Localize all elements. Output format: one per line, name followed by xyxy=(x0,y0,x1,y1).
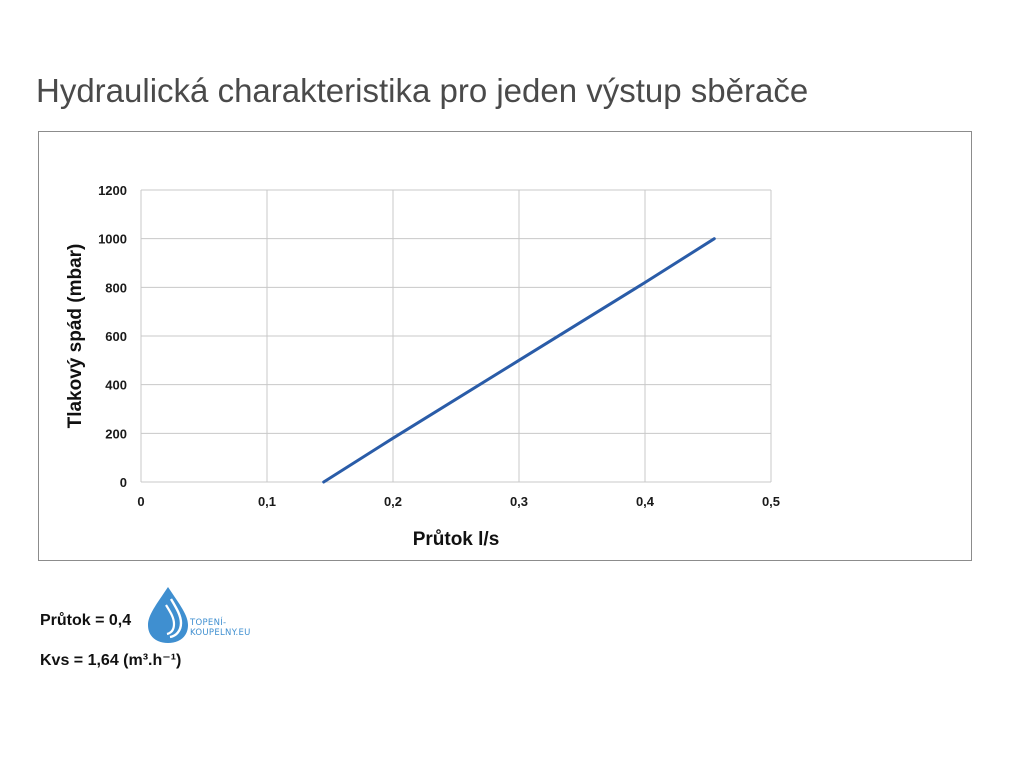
y-tick-label: 1000 xyxy=(98,232,127,247)
x-tick-label: 0 xyxy=(137,494,144,509)
chart: 0 0,1 0,2 0,3 0,4 0,5 0 200 400 600 800 1000 1200 Pr… xyxy=(65,183,780,550)
data-line xyxy=(322,237,716,484)
x-tick-label: 0,4 xyxy=(636,494,655,509)
flow-note: Průtok = 0,4 xyxy=(40,612,132,629)
y-tick-label: 800 xyxy=(105,280,127,295)
y-tick-label: 600 xyxy=(105,329,127,344)
x-tick-label: 0,3 xyxy=(510,494,528,509)
y-tick-label: 0 xyxy=(120,475,127,490)
y-tick-label: 400 xyxy=(105,378,127,393)
x-tick-label: 0,1 xyxy=(258,494,276,509)
logo-text-line-2: KOUPELNY.EU xyxy=(190,628,251,638)
y-tick-label: 1200 xyxy=(98,183,127,198)
logo: TOPENÍ- KOUPELNY.EU xyxy=(146,585,276,645)
y-axis-title: Tlakový spád (mbar) xyxy=(65,244,86,429)
page-title: Hydraulická charakteristika pro jeden vý… xyxy=(36,72,809,109)
chart-frame: 0 0,1 0,2 0,3 0,4 0,5 0 200 400 600 800 1000 1200 Pr… xyxy=(38,131,972,561)
x-axis-title: Průtok l/s xyxy=(413,529,500,550)
x-tick-label: 0,2 xyxy=(384,494,402,509)
x-tick-label: 0,5 xyxy=(762,494,780,509)
kvs-note: Kvs = 1,64 (m³.h⁻¹) xyxy=(40,652,182,669)
y-tick-label: 200 xyxy=(105,426,127,441)
water-drop-icon xyxy=(148,587,188,643)
logo-text-line-1: TOPENÍ- xyxy=(190,618,227,628)
